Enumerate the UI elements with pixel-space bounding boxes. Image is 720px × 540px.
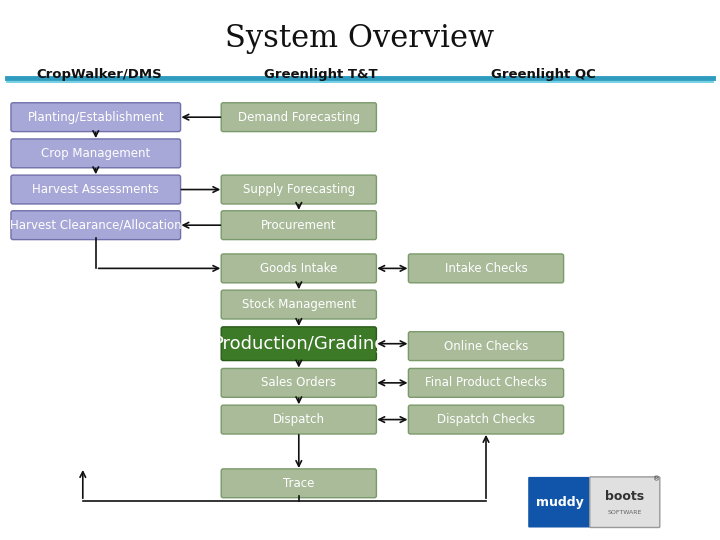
Text: Final Product Checks: Final Product Checks: [425, 376, 547, 389]
FancyBboxPatch shape: [590, 477, 660, 528]
Text: boots: boots: [606, 490, 644, 503]
Text: Dispatch: Dispatch: [273, 413, 325, 426]
Text: Goods Intake: Goods Intake: [260, 262, 338, 275]
Text: Procurement: Procurement: [261, 219, 336, 232]
Text: Harvest Assessments: Harvest Assessments: [32, 183, 159, 196]
Text: Planting/Establishment: Planting/Establishment: [27, 111, 164, 124]
FancyBboxPatch shape: [11, 139, 181, 168]
Text: Harvest Clearance/Allocation: Harvest Clearance/Allocation: [10, 219, 181, 232]
FancyBboxPatch shape: [221, 327, 377, 361]
Text: muddy: muddy: [536, 496, 584, 509]
Text: Trace: Trace: [283, 477, 315, 490]
Text: Supply Forecasting: Supply Forecasting: [243, 183, 355, 196]
FancyBboxPatch shape: [11, 211, 181, 240]
Text: Greenlight QC: Greenlight QC: [491, 68, 596, 81]
Text: System Overview: System Overview: [225, 23, 495, 55]
FancyBboxPatch shape: [528, 477, 592, 528]
Text: Demand Forecasting: Demand Forecasting: [238, 111, 360, 124]
FancyBboxPatch shape: [221, 175, 377, 204]
FancyBboxPatch shape: [221, 103, 377, 132]
FancyBboxPatch shape: [408, 368, 564, 397]
Text: Production/Grading: Production/Grading: [212, 335, 386, 353]
Text: Online Checks: Online Checks: [444, 340, 528, 353]
Text: Intake Checks: Intake Checks: [445, 262, 527, 275]
Text: Crop Management: Crop Management: [41, 147, 150, 160]
Text: Stock Management: Stock Management: [242, 298, 356, 311]
Text: CropWalker/DMS: CropWalker/DMS: [37, 68, 162, 81]
Text: Sales Orders: Sales Orders: [261, 376, 336, 389]
FancyBboxPatch shape: [221, 211, 377, 240]
Text: ®: ®: [653, 476, 660, 482]
Text: Dispatch Checks: Dispatch Checks: [437, 413, 535, 426]
Text: Greenlight T&T: Greenlight T&T: [264, 68, 377, 81]
FancyBboxPatch shape: [408, 254, 564, 283]
FancyBboxPatch shape: [11, 103, 181, 132]
FancyBboxPatch shape: [221, 290, 377, 319]
FancyBboxPatch shape: [221, 469, 377, 498]
FancyBboxPatch shape: [408, 405, 564, 434]
Text: SOFTWARE: SOFTWARE: [608, 510, 642, 515]
FancyBboxPatch shape: [221, 254, 377, 283]
FancyBboxPatch shape: [408, 332, 564, 361]
FancyBboxPatch shape: [221, 368, 377, 397]
FancyBboxPatch shape: [221, 405, 377, 434]
FancyBboxPatch shape: [11, 175, 181, 204]
